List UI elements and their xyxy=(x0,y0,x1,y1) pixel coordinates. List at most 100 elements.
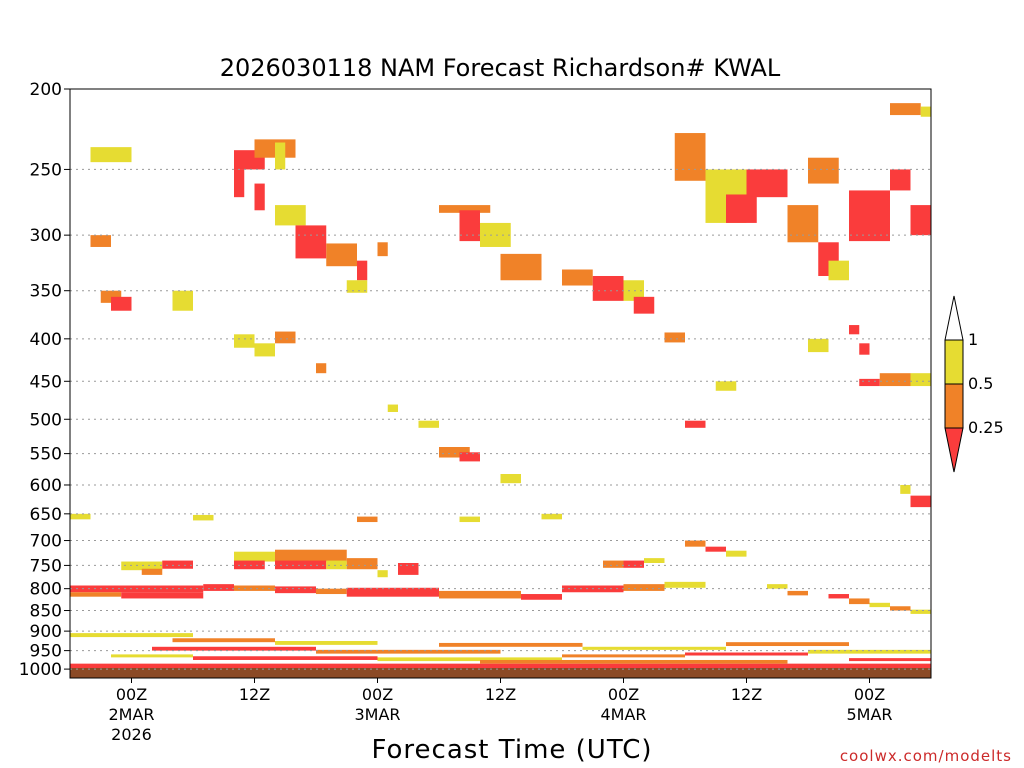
ri-cell xyxy=(706,547,727,552)
y-tick-label: 900 xyxy=(30,622,62,642)
x-tick-label: 00Z xyxy=(116,685,147,704)
ri-cell xyxy=(808,339,829,352)
ri-cell xyxy=(726,194,757,222)
x-tick-label: 00Z xyxy=(608,685,639,704)
x-tick-year: 2026 xyxy=(111,725,152,744)
ri-cell xyxy=(644,558,665,563)
ri-cell xyxy=(808,158,839,184)
legend-swatch-yellow xyxy=(945,340,963,384)
ri-cell xyxy=(234,169,244,197)
ri-cell xyxy=(439,643,583,647)
ri-cell xyxy=(316,589,347,594)
y-tick-label: 700 xyxy=(30,532,62,552)
ri-cell xyxy=(388,405,398,412)
ri-cell xyxy=(378,570,388,577)
ri-cell xyxy=(685,653,808,656)
ri-cell xyxy=(911,205,932,235)
ri-cell xyxy=(767,584,788,589)
ri-cell xyxy=(562,654,685,657)
legend-label: 0.5 xyxy=(968,374,993,393)
ri-cell xyxy=(829,594,850,598)
ri-cell xyxy=(624,561,645,568)
x-tick-date: 2MAR xyxy=(108,705,154,724)
y-tick-label: 300 xyxy=(30,226,62,246)
y-tick-label: 800 xyxy=(30,580,62,600)
ri-cell xyxy=(255,343,276,356)
y-tick-label: 600 xyxy=(30,476,62,496)
x-tick-label: 12Z xyxy=(239,685,270,704)
legend-label: 1 xyxy=(968,330,978,349)
y-tick-label: 450 xyxy=(30,372,62,392)
ri-cell xyxy=(275,641,378,645)
ri-cell xyxy=(911,373,932,386)
ri-cell xyxy=(460,452,481,461)
y-tick-label: 400 xyxy=(30,330,62,350)
ground-strip xyxy=(70,668,931,678)
ri-cell xyxy=(121,592,203,598)
ri-cell xyxy=(275,142,285,169)
ri-cell xyxy=(900,485,910,494)
ri-cell xyxy=(91,235,112,247)
ri-cell xyxy=(726,551,747,557)
ri-cell xyxy=(726,642,849,646)
ri-cell xyxy=(562,269,593,285)
ri-cell xyxy=(849,190,890,241)
ri-cell xyxy=(501,474,522,483)
ri-cell xyxy=(152,647,316,651)
y-tick-label: 500 xyxy=(30,410,62,430)
credit-text: coolwx.com/modelts xyxy=(840,747,1012,765)
ri-cell xyxy=(603,561,624,568)
x-tick-label: 12Z xyxy=(731,685,762,704)
ri-cell xyxy=(439,591,521,599)
ri-cell xyxy=(91,147,132,162)
ri-cell xyxy=(275,586,316,593)
ri-cell xyxy=(111,654,193,657)
ri-cell xyxy=(326,243,357,266)
ri-cell xyxy=(685,421,706,428)
x-tick-label: 00Z xyxy=(362,685,393,704)
ri-cell xyxy=(460,210,481,241)
ri-cell xyxy=(501,254,542,280)
ri-cell xyxy=(890,169,911,190)
ri-cell xyxy=(275,332,296,344)
ri-cell xyxy=(70,592,121,596)
ri-cell xyxy=(255,184,265,211)
ri-cell xyxy=(193,656,378,660)
x-tick-date: 4MAR xyxy=(600,705,646,724)
x-axis-label: Forecast Time (UTC) xyxy=(371,735,652,765)
ri-cell xyxy=(921,107,931,117)
y-tick-label: 750 xyxy=(30,556,62,576)
ri-cell xyxy=(624,584,665,591)
ri-cell xyxy=(829,261,850,281)
ri-cell xyxy=(685,541,706,547)
x-tick-label: 12Z xyxy=(485,685,516,704)
x-tick-date: 3MAR xyxy=(354,705,400,724)
ri-cell xyxy=(911,496,932,507)
y-tick-label: 350 xyxy=(30,282,62,302)
ri-cell xyxy=(747,169,788,197)
y-tick-label: 250 xyxy=(30,160,62,180)
ri-cell xyxy=(849,658,931,661)
y-tick-label: 550 xyxy=(30,445,62,465)
ri-cell xyxy=(203,584,234,591)
ri-cell xyxy=(870,603,891,607)
ri-cell xyxy=(849,325,859,334)
ri-cell xyxy=(275,550,347,562)
ri-cell xyxy=(634,297,655,314)
ri-cell xyxy=(234,561,265,570)
ri-cell xyxy=(347,558,378,569)
ri-cell xyxy=(460,517,481,522)
ri-cell xyxy=(234,334,255,347)
ri-cell xyxy=(665,332,686,342)
chart-title: 2026030118 NAM Forecast Richardson# KWAL xyxy=(220,54,781,82)
ri-cell xyxy=(275,205,306,225)
y-tick-label: 650 xyxy=(30,505,62,525)
ri-cell xyxy=(788,205,819,242)
ri-cell xyxy=(296,225,327,258)
legend-swatch-orange xyxy=(945,384,963,428)
legend-label: 0.25 xyxy=(968,418,1004,437)
y-tick-label: 950 xyxy=(30,642,62,662)
x-tick-label: 00Z xyxy=(854,685,885,704)
ri-cell xyxy=(419,421,440,428)
ri-cell xyxy=(788,591,809,595)
